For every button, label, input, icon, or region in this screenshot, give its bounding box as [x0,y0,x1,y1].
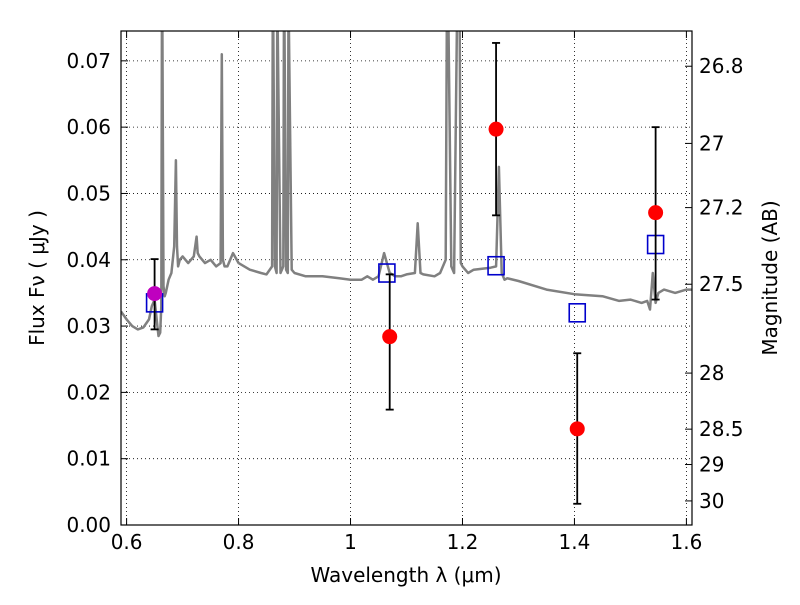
y-tick-label: 0.05 [66,181,111,205]
y2-tick-label: 28 [699,361,724,385]
y-tick-label: 0.00 [66,513,111,537]
x-axis-label: Wavelength λ (μm) [310,563,501,587]
y-axis-label: Flux Fν ( μJy ) [25,210,49,346]
y2-tick-label: 26.8 [699,54,744,78]
x-tick-label: 1.2 [447,530,479,554]
observed-point [569,421,585,437]
y2-tick-label: 27 [699,131,724,155]
x-tick-label: 0.8 [223,530,255,554]
x-tick-label: 0.6 [111,530,143,554]
observed-point [382,329,398,345]
x-tick-label: 1.4 [559,530,591,554]
x-tick-label: 1.6 [670,530,702,554]
plot-frame [120,30,693,526]
model-square [568,303,587,323]
plot-area [121,31,692,505]
y2-tick-label: 29 [699,453,724,477]
model-square [487,255,505,276]
observed-point [648,205,664,221]
x-tick-label: 1 [344,530,357,554]
axis-ticks: 0.6 0.8 1 1.2 1.4 1.6 0.00 0.01 0.02 0.03 0.04 0.05… [66,31,744,554]
y-tick-label: 0.01 [66,447,111,471]
y2-tick-label: 30 [699,489,724,513]
model-square [378,263,396,283]
y2-tick-label: 28.5 [699,417,744,441]
y-tick-label: 0.04 [66,248,111,272]
y-tick-label: 0.06 [66,115,111,139]
spectrum-line [121,31,692,338]
y-tick-label: 0.07 [66,49,111,73]
y2-axis-label: Magnitude (AB) [758,200,782,355]
y2-tick-label: 27.5 [699,272,744,296]
observed-point [488,121,504,137]
y2-tick-label: 27.2 [699,196,744,220]
y-tick-label: 0.02 [66,380,111,404]
optical-point [147,286,163,302]
y-tick-label: 0.03 [66,314,111,338]
